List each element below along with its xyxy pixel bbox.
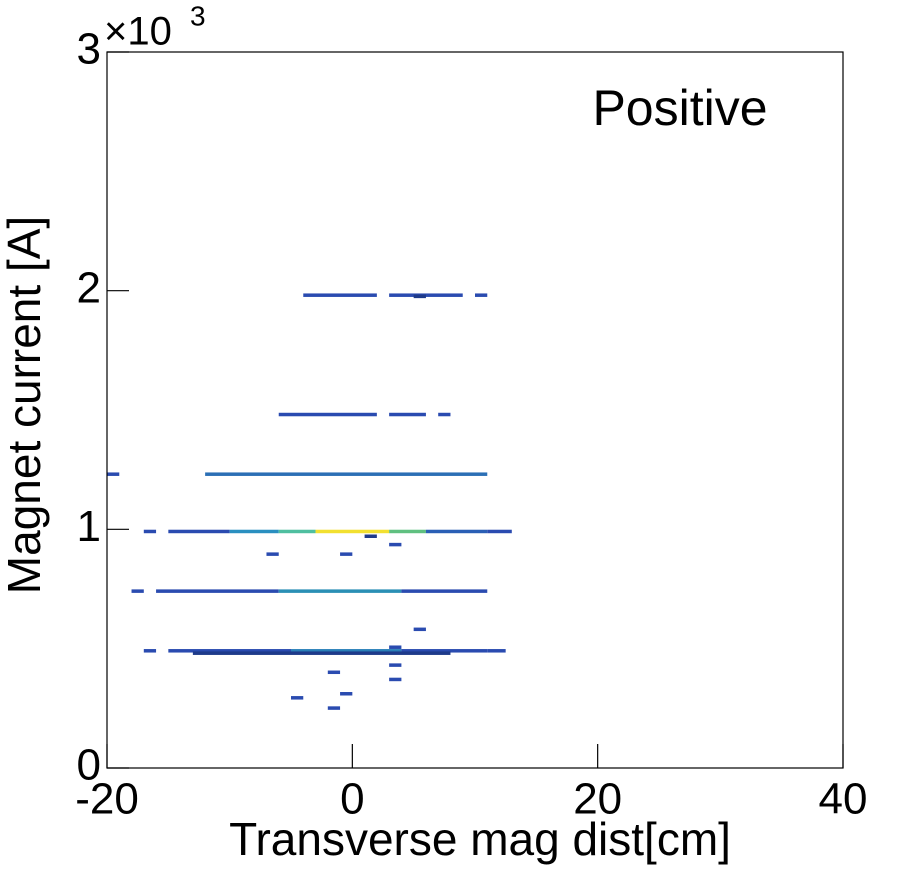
bin — [389, 542, 402, 547]
bin — [143, 649, 157, 653]
y-multiplier-exponent: 3 — [190, 0, 206, 31]
y-tick-label: 0 — [77, 741, 101, 790]
bin — [487, 649, 506, 653]
bin — [303, 293, 377, 297]
bin — [413, 294, 426, 299]
bin — [389, 412, 426, 417]
bin — [205, 472, 488, 476]
bin — [389, 529, 426, 534]
bin — [315, 529, 390, 534]
bin — [327, 670, 341, 675]
chart-title: Positive — [592, 80, 767, 136]
bin — [156, 589, 279, 593]
bin — [327, 706, 341, 710]
bin — [168, 649, 291, 653]
y-axis-label: Magnet current [A] — [0, 216, 50, 594]
bin — [364, 534, 377, 538]
bin — [438, 412, 451, 417]
bin — [425, 529, 488, 534]
bin — [107, 472, 120, 476]
x-tick-label: 20 — [573, 775, 622, 824]
bin — [291, 696, 304, 700]
bin — [475, 589, 488, 593]
y-tick-label: 2 — [77, 263, 101, 312]
x-tick-label: -20 — [75, 775, 139, 824]
y-multiplier: ×10 — [104, 10, 172, 54]
bin — [278, 529, 316, 534]
frame — [106, 51, 844, 769]
x-axis-label: Transverse mag dist[cm] — [229, 813, 731, 865]
bin — [143, 529, 157, 534]
y-tick-label: 1 — [77, 502, 101, 551]
bin — [401, 589, 475, 593]
bin — [291, 649, 402, 653]
bin — [131, 589, 144, 593]
bin — [340, 692, 353, 696]
bin — [389, 645, 402, 649]
bin — [229, 529, 279, 534]
bin — [266, 552, 279, 556]
x-tick-label: 0 — [340, 775, 364, 824]
bin — [340, 552, 353, 556]
bin — [192, 651, 451, 655]
bin — [401, 649, 488, 653]
bin — [389, 677, 402, 682]
bin — [278, 589, 402, 593]
bin — [413, 627, 426, 632]
bin — [487, 529, 512, 534]
y-tick-label: 3 — [77, 25, 101, 74]
bin — [278, 412, 377, 417]
x-tick-label: 40 — [819, 775, 868, 824]
bin — [389, 293, 463, 297]
bin — [389, 663, 402, 667]
bin — [168, 529, 230, 534]
bin — [475, 293, 488, 297]
